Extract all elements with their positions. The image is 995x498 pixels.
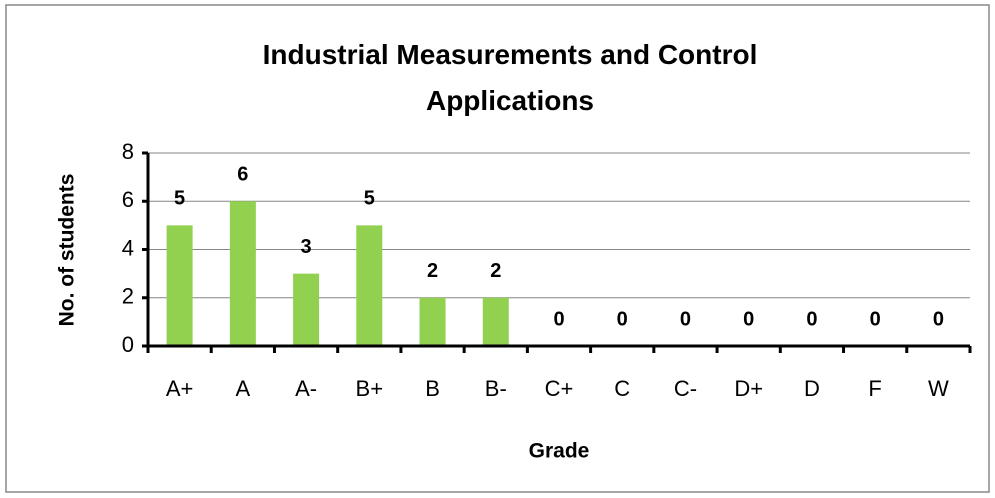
y-tick-label: 0	[122, 332, 134, 357]
x-tick-label: F	[868, 376, 881, 401]
y-axis-label: No. of students	[56, 174, 79, 327]
x-axis-label: Grade	[529, 440, 590, 463]
bar	[356, 225, 383, 346]
x-tick-label: W	[928, 376, 949, 401]
x-tick-label: D+	[734, 376, 763, 401]
x-tick-label: B-	[485, 376, 507, 401]
bar	[229, 201, 256, 346]
x-tick-label: A+	[166, 376, 194, 401]
bar	[482, 297, 509, 346]
x-tick-label: C+	[545, 376, 574, 401]
data-label: 0	[870, 308, 881, 330]
data-label: 3	[301, 236, 312, 258]
bar	[166, 225, 193, 346]
x-tick-label: C	[614, 376, 630, 401]
data-label: 0	[933, 308, 944, 330]
data-label: 5	[364, 188, 375, 210]
data-label: 0	[806, 308, 817, 330]
data-label: 0	[680, 308, 691, 330]
x-tick-label: C-	[674, 376, 697, 401]
data-label: 2	[490, 260, 501, 282]
x-tick-label: A-	[295, 376, 317, 401]
y-tick-label: 8	[122, 139, 134, 164]
data-label: 0	[617, 308, 628, 330]
y-tick-label: 4	[122, 235, 134, 260]
data-label: 6	[237, 164, 248, 186]
bar	[293, 273, 320, 346]
chart-title: Industrial Measurements and Control Appl…	[262, 39, 758, 116]
data-label: 5	[174, 188, 185, 210]
x-tick-label: B	[425, 376, 440, 401]
bar	[419, 297, 446, 346]
x-tick-label: B+	[356, 376, 384, 401]
x-tick-label: A	[236, 376, 251, 401]
x-tick-label: D	[804, 376, 820, 401]
data-label: 2	[427, 260, 438, 282]
y-tick-label: 6	[122, 187, 134, 212]
data-label: 0	[553, 308, 564, 330]
data-label: 0	[743, 308, 754, 330]
y-tick-label: 2	[122, 284, 134, 309]
